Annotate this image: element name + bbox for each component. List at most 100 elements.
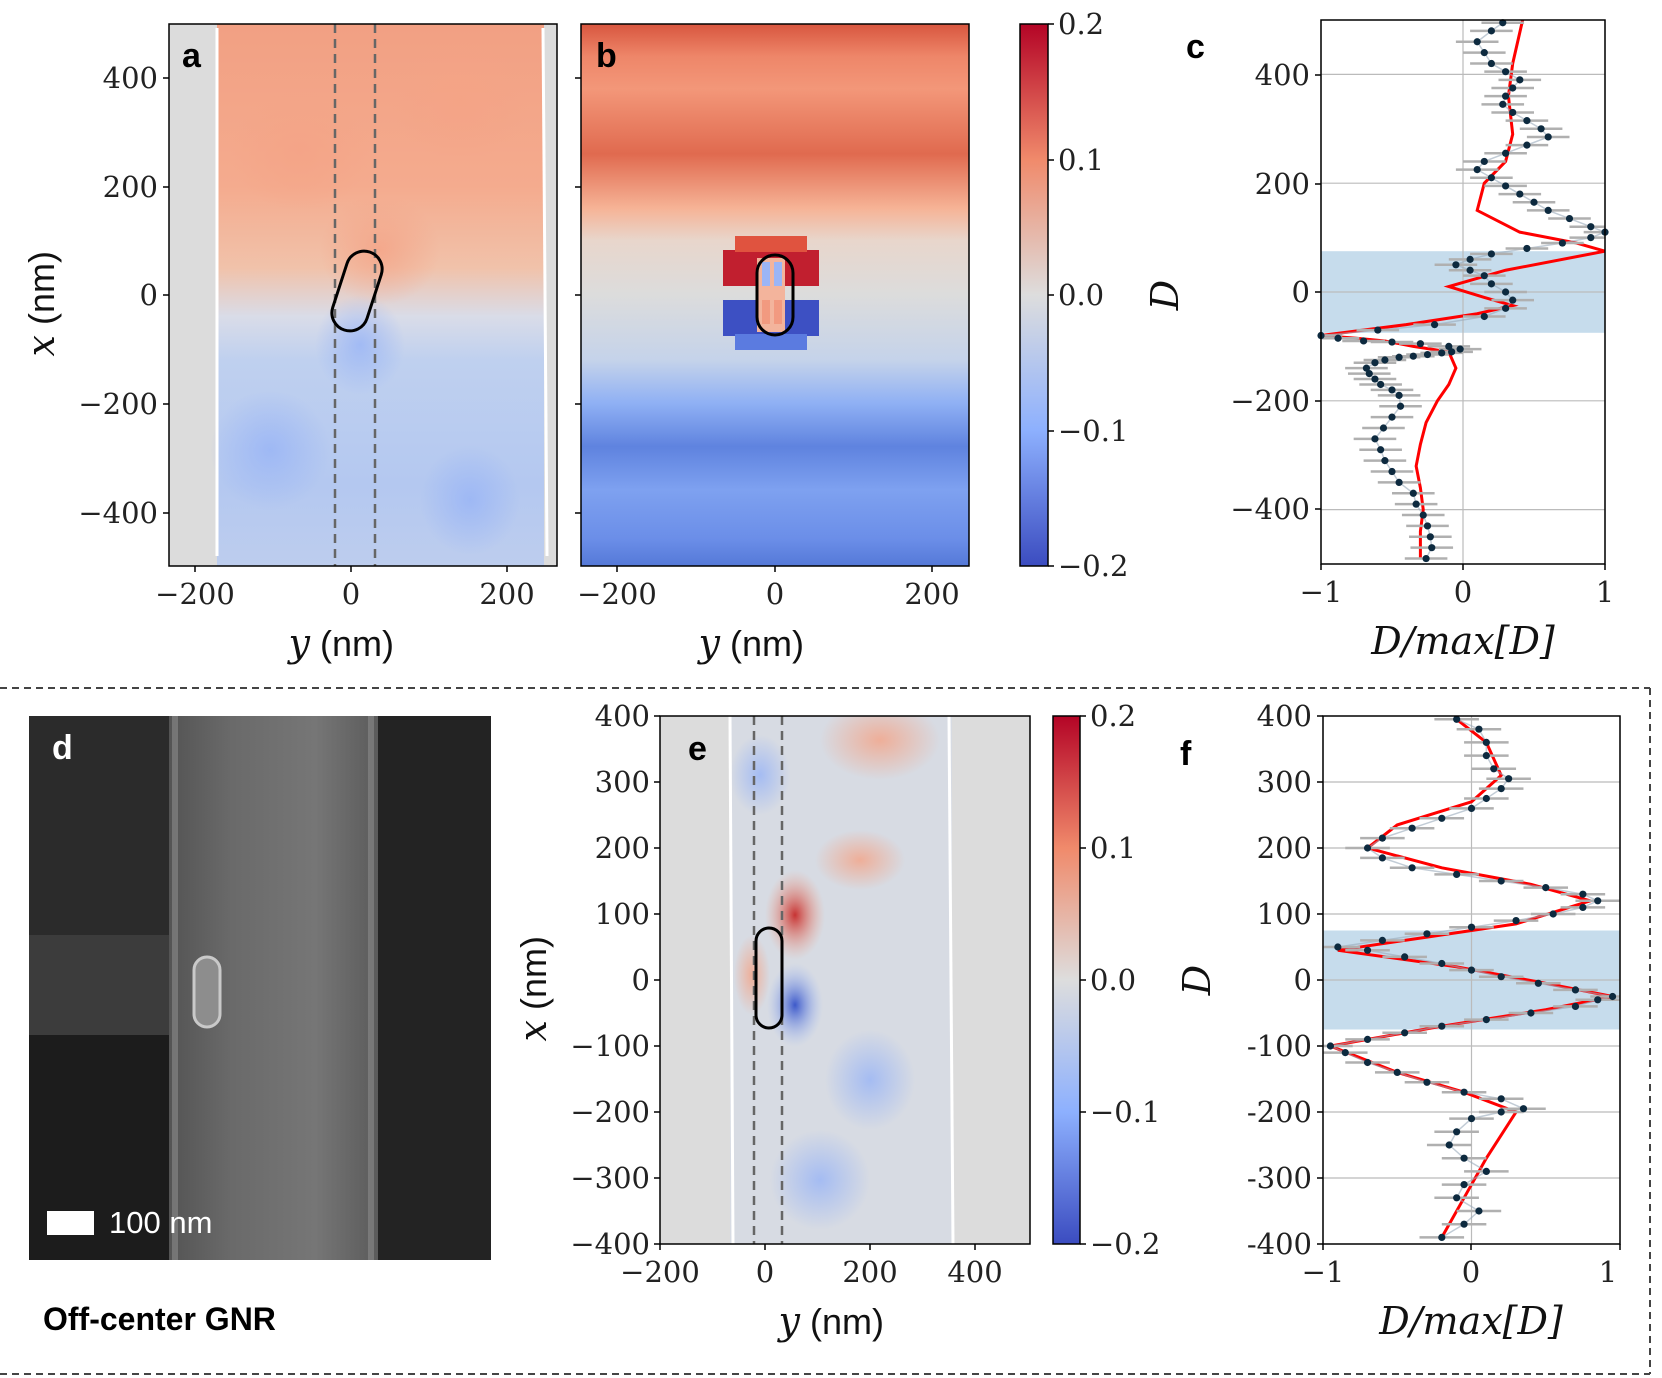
data-point bbox=[1396, 402, 1405, 410]
data-point bbox=[1482, 1016, 1490, 1024]
tick-label: −200 bbox=[78, 387, 158, 421]
data-point bbox=[1544, 206, 1552, 214]
data-point bbox=[1549, 910, 1557, 918]
data-point bbox=[1587, 223, 1595, 231]
tick-label: 200 bbox=[1257, 831, 1312, 865]
data-point bbox=[1467, 1115, 1476, 1123]
fit-line bbox=[1324, 718, 1613, 1239]
data-point bbox=[1453, 870, 1461, 879]
panel-f-xticks: −1 0 1 bbox=[1302, 1244, 1621, 1289]
colorbar-top-gradient bbox=[1019, 23, 1049, 567]
data-point bbox=[1475, 725, 1483, 733]
data-point bbox=[1497, 1108, 1505, 1116]
panel-e-xunit: (nm) bbox=[810, 1301, 884, 1342]
data-point bbox=[1438, 959, 1446, 968]
data-point bbox=[1395, 353, 1403, 361]
data-point bbox=[1422, 554, 1430, 563]
data-point bbox=[1579, 903, 1587, 912]
data-trace bbox=[1320, 22, 1608, 559]
data-point bbox=[1334, 943, 1342, 951]
data-point bbox=[1502, 182, 1510, 190]
data-point bbox=[1473, 38, 1481, 46]
data-point bbox=[1505, 775, 1513, 783]
tick-label: 1 bbox=[1599, 1255, 1617, 1289]
tick-label: −0.2 bbox=[1090, 1227, 1160, 1261]
data-point bbox=[1377, 380, 1385, 389]
tick-label: 0 bbox=[1294, 963, 1312, 997]
panel-e-gnr-outline bbox=[754, 926, 784, 1030]
data-point bbox=[1388, 413, 1396, 421]
tick-label: 100 bbox=[1257, 897, 1312, 931]
tick-label: 1 bbox=[1596, 575, 1614, 609]
panel-a-letter: a bbox=[182, 37, 202, 75]
tick-label: 400 bbox=[947, 1255, 1002, 1289]
panel-a-xlabel: y bbox=[287, 621, 311, 665]
tick-label: 400 bbox=[595, 699, 650, 733]
data-point bbox=[1371, 375, 1379, 383]
data-point bbox=[1371, 435, 1379, 443]
tick-label: 0 bbox=[140, 278, 158, 312]
tick-label: 200 bbox=[479, 577, 534, 611]
tick-label: −400 bbox=[78, 496, 158, 530]
fit-line bbox=[1320, 19, 1606, 559]
tick-label: −200 bbox=[1230, 384, 1310, 418]
panel-c-yticks: 400 200 0 −200 −400 bbox=[1230, 58, 1321, 526]
tick-label: −400 bbox=[1230, 492, 1310, 526]
data-point bbox=[1326, 1042, 1335, 1050]
tick-label: −200 bbox=[155, 577, 235, 611]
data-point bbox=[1467, 804, 1476, 813]
data-point bbox=[1453, 715, 1461, 723]
data-point bbox=[1467, 966, 1476, 974]
data-point bbox=[1412, 500, 1420, 508]
panel-e-edge-line bbox=[947, 715, 955, 1245]
panel-a-yunit: (nm) bbox=[21, 251, 62, 325]
panel-e-ylabel: x bbox=[511, 1020, 555, 1041]
panel-e-xticks: −200 0 200 400 bbox=[620, 1244, 1003, 1289]
data-point bbox=[1360, 337, 1368, 345]
tick-label: -200 bbox=[1247, 1095, 1312, 1129]
data-point bbox=[1401, 1029, 1409, 1037]
tick-label: −400 bbox=[570, 1227, 650, 1261]
data-point bbox=[1594, 897, 1602, 905]
data-point bbox=[1426, 533, 1434, 541]
tick-label: −200 bbox=[620, 1255, 700, 1289]
data-point bbox=[1423, 350, 1432, 359]
data-point bbox=[1475, 1207, 1483, 1215]
data-point bbox=[1452, 261, 1460, 269]
tick-label: −0.2 bbox=[1058, 549, 1128, 583]
data-point bbox=[1393, 1068, 1401, 1076]
tick-label: −0.1 bbox=[1058, 414, 1128, 448]
tick-label: 100 bbox=[595, 897, 650, 931]
data-point bbox=[1499, 100, 1507, 108]
data-point bbox=[1502, 304, 1510, 312]
data-point bbox=[1460, 1088, 1468, 1096]
data-point bbox=[1473, 166, 1481, 174]
data-point bbox=[1487, 27, 1495, 35]
tick-label: -300 bbox=[1247, 1161, 1312, 1195]
data-point bbox=[1497, 877, 1505, 885]
tick-label: 0 bbox=[342, 577, 360, 611]
data-point bbox=[1378, 936, 1386, 945]
panel-e-yticks: 400 300 200 100 0 −100 −200 −300 −400 bbox=[570, 699, 660, 1261]
data-point bbox=[1516, 76, 1524, 84]
tick-label: 0.2 bbox=[1090, 699, 1136, 733]
panel-a-edge-line bbox=[541, 27, 549, 557]
data-point bbox=[1530, 198, 1538, 206]
data-point bbox=[1466, 255, 1474, 263]
data-point bbox=[1408, 864, 1416, 872]
data-point bbox=[1523, 117, 1531, 125]
data-point bbox=[1480, 272, 1488, 280]
panel-e-letter: e bbox=[688, 730, 707, 768]
panel-c: c 400 200 0 −200 −400 −1 0 1 D/max[D] bbox=[1186, 19, 1614, 663]
sem-gnr bbox=[192, 955, 222, 1029]
panel-a-yticks: 400 200 0 −200 −400 bbox=[78, 61, 169, 530]
tick-label: 0.0 bbox=[1058, 278, 1104, 312]
data-point bbox=[1381, 457, 1389, 465]
data-point bbox=[1377, 446, 1385, 454]
data-point bbox=[1482, 1167, 1490, 1175]
data-point bbox=[1445, 342, 1453, 350]
data-point bbox=[1341, 1049, 1349, 1057]
tick-label: 400 bbox=[1255, 58, 1310, 92]
panel-d: d 100 nm Off-center GNR bbox=[29, 716, 491, 1337]
panel-e-yunit: (nm) bbox=[513, 936, 554, 1010]
